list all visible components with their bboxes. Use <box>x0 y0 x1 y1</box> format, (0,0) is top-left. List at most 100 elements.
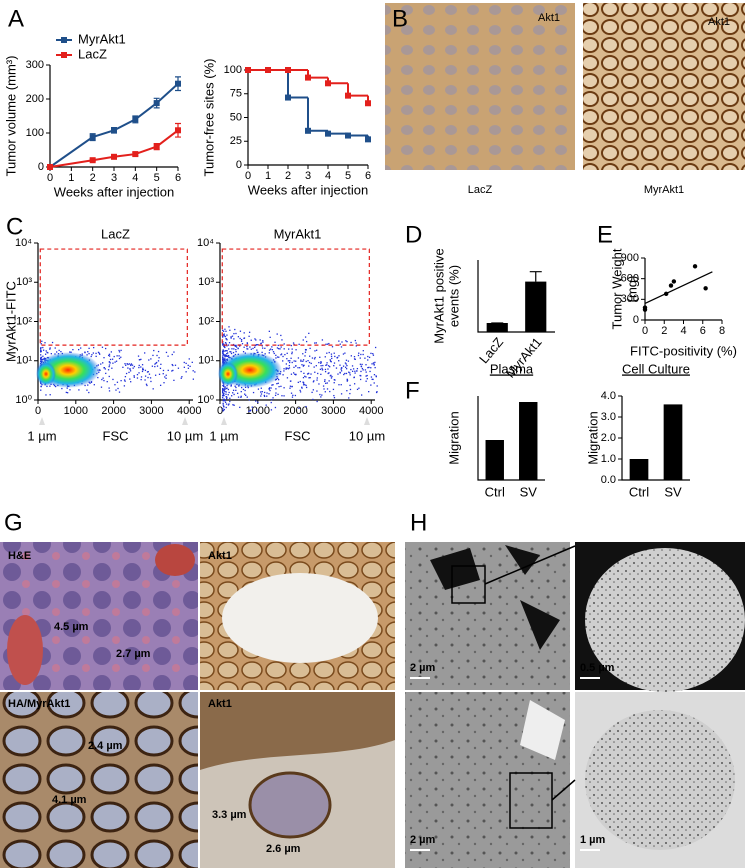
event-dot <box>288 361 291 364</box>
event-dot <box>278 385 280 388</box>
event-dot <box>157 360 160 362</box>
event-dot <box>158 373 161 375</box>
y-axis-label: Migration <box>585 411 600 464</box>
event-dot <box>228 326 230 328</box>
event-dot <box>234 385 236 387</box>
event-dot <box>227 394 229 396</box>
event-dot <box>45 394 47 396</box>
y-tick-label: 200 <box>26 93 44 105</box>
event-dot <box>333 379 335 381</box>
event-dot <box>97 376 99 379</box>
event-dot <box>233 348 235 350</box>
event-dot <box>226 397 228 400</box>
event-dot <box>273 352 275 355</box>
event-dot <box>165 377 167 379</box>
event-dot <box>338 340 340 342</box>
event-dot <box>323 388 325 390</box>
event-dot <box>233 393 235 396</box>
event-dot <box>338 355 340 357</box>
event-dot <box>138 364 140 367</box>
event-dot <box>108 390 111 392</box>
event-dot <box>223 399 225 402</box>
event-dot <box>103 367 105 369</box>
event-dot <box>232 351 235 354</box>
event-dot <box>222 388 224 390</box>
event-dot <box>344 366 347 368</box>
event-dot <box>227 354 230 357</box>
x-tick-label: 1000 <box>64 405 88 417</box>
event-dot <box>225 330 227 332</box>
event-dot <box>128 363 131 365</box>
event-dot <box>244 393 246 395</box>
event-dot <box>321 394 323 396</box>
event-dot <box>261 347 264 349</box>
event-dot <box>322 385 325 387</box>
event-dot <box>157 350 160 353</box>
x-tick-label: 4 <box>325 170 331 182</box>
event-dot <box>144 352 146 354</box>
event-dot <box>154 365 156 368</box>
event-dot <box>243 346 245 348</box>
event-dot <box>114 361 116 363</box>
event-dot <box>223 385 225 387</box>
event-dot <box>222 409 225 411</box>
inset-box <box>451 565 486 604</box>
event-dot <box>98 352 100 354</box>
event-dot <box>118 349 120 352</box>
event-dot <box>138 366 140 369</box>
event-dot <box>280 346 282 348</box>
event-dot <box>350 355 352 357</box>
event-dot <box>272 384 274 386</box>
x-tick-label: 0 <box>35 405 41 417</box>
event-dot <box>300 359 302 361</box>
event-dot <box>49 394 51 396</box>
event-dot <box>359 363 362 365</box>
event-dot <box>375 375 377 377</box>
event-dot <box>222 353 224 355</box>
event-dot <box>88 352 90 355</box>
event-dot <box>354 370 356 372</box>
event-dot <box>140 376 143 378</box>
event-dot <box>354 372 356 374</box>
marker <box>285 67 291 73</box>
vesicle <box>585 548 745 692</box>
event-dot <box>345 368 348 370</box>
event-dot <box>340 346 343 348</box>
event-dot <box>355 345 357 347</box>
event-dot <box>329 390 331 393</box>
event-dot <box>110 351 113 353</box>
event-dot <box>124 380 126 382</box>
event-dot <box>292 342 295 344</box>
event-dot <box>228 342 231 344</box>
y-tick-label: 4.0 <box>601 390 616 402</box>
event-dot <box>248 399 250 401</box>
event-dot <box>344 362 347 364</box>
event-dot <box>372 353 374 355</box>
event-dot <box>224 328 226 330</box>
gate <box>221 248 370 346</box>
event-dot <box>325 382 327 384</box>
event-dot <box>263 394 265 397</box>
micrograph <box>0 692 198 868</box>
bar <box>629 459 649 480</box>
y-tick-label: 10¹ <box>198 355 214 367</box>
event-dot <box>331 375 333 378</box>
event-dot <box>346 390 348 392</box>
event-dot <box>86 389 88 391</box>
x-tick-label: 6 <box>175 172 181 184</box>
event-dot <box>353 383 356 385</box>
event-dot <box>340 384 342 386</box>
event-dot <box>289 380 292 382</box>
event-dot <box>373 382 375 384</box>
size-annotation: 1 µm <box>27 428 56 443</box>
event-dot <box>233 338 235 340</box>
size-marker <box>221 417 227 425</box>
y-tick-label: 10³ <box>198 276 214 288</box>
event-dot <box>346 340 348 343</box>
event-dot <box>239 330 242 332</box>
event-dot <box>307 372 310 375</box>
event-dot <box>326 382 328 384</box>
event-dot <box>230 352 233 355</box>
event-dot <box>222 334 225 336</box>
event-dot <box>235 344 237 347</box>
